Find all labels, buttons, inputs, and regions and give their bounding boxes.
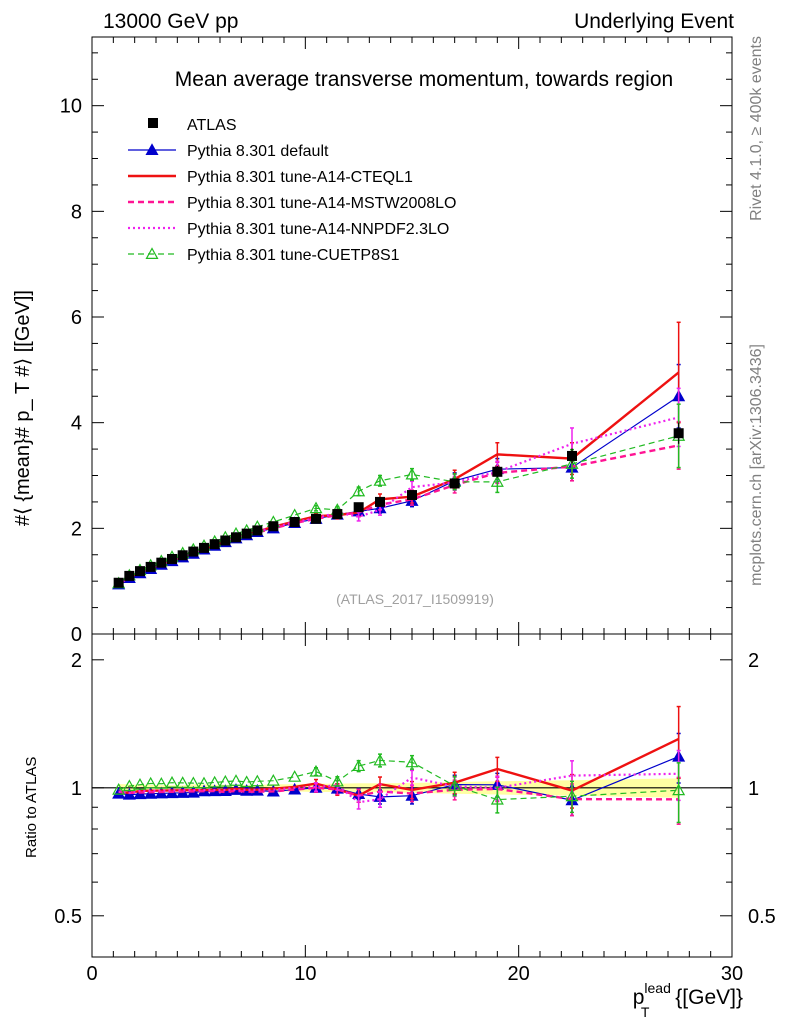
series-5-marker-main (309, 501, 323, 514)
data-point (145, 561, 156, 572)
y-tick-label-ratio-right: 0.5 (748, 906, 776, 928)
x-axis-label: plead T {[GeV]} (633, 980, 743, 1020)
series-5-marker-ratio (208, 775, 222, 788)
data-point (231, 532, 241, 543)
data-point (311, 513, 321, 524)
data-point (407, 490, 417, 501)
series-5-marker-ratio (288, 770, 302, 782)
analysis-id: (ATLAS_2017_I1509919) (336, 591, 494, 607)
y-tick-label-ratio-right: 1 (748, 778, 759, 800)
legend-5-label: Pythia 8.301 tune-CUETP8S1 (187, 247, 400, 264)
legend-1-marker (145, 143, 159, 155)
series-5-marker-ratio (490, 792, 504, 805)
series-5-marker-ratio (448, 779, 462, 791)
legend-3-label: Pythia 8.301 tune-A14-MSTW2008LO (187, 195, 456, 212)
legend-0-label: ATLAS (187, 117, 237, 134)
legend-2-label: Pythia 8.301 tune-A14-CTEQL1 (187, 169, 413, 186)
legend-1-label: Pythia 8.301 default (187, 143, 329, 160)
series-5-marker-ratio (218, 774, 232, 787)
data-point (156, 557, 167, 568)
series-5-marker-ratio (133, 777, 147, 790)
y-tick-label-main: 2 (71, 518, 82, 540)
series-5-line-main (118, 435, 679, 584)
side-label-bottom: mcplots.cern.ch [arXiv:1306.3436] (748, 344, 765, 586)
series-5-marker-ratio (165, 775, 179, 788)
y-tick-label-main: 4 (71, 413, 82, 435)
data-point (188, 546, 199, 557)
data-point (199, 542, 209, 553)
y-tick-label-main: 10 (60, 96, 82, 118)
data-point (449, 478, 460, 489)
y-tick-label-main: 0 (71, 624, 82, 646)
side-label-top: Rivet 4.1.0, ≥ 400k events (748, 36, 765, 221)
series-5-marker-ratio (672, 783, 686, 796)
y-tick-label-main: 8 (71, 201, 82, 223)
data-point (177, 550, 188, 561)
data-point (220, 535, 231, 546)
data-point (332, 509, 343, 520)
legend-0-marker (148, 118, 158, 128)
series-5-marker-ratio (229, 774, 243, 786)
y-tick-label-ratio: 2 (71, 650, 82, 672)
data-point (113, 577, 124, 588)
series-5-marker-ratio (330, 774, 344, 787)
series-5-marker-ratio (309, 764, 323, 777)
chart-title: Mean average transverse momentum, toward… (175, 68, 673, 91)
y-axis-label-ratio: Ratio to ATLAS (23, 757, 40, 858)
series-5-marker-ratio (144, 776, 158, 789)
series-5-marker-ratio (352, 759, 366, 772)
x-axis-label-sub: T (641, 1004, 650, 1020)
series-5-marker-ratio (565, 789, 579, 802)
y-tick-label-ratio: 1 (71, 778, 82, 800)
series-5-marker-main (565, 457, 579, 469)
x-tick-label: 30 (721, 963, 743, 985)
x-tick-label: 20 (508, 963, 530, 985)
x-axis-label-unit: {[GeV]} (669, 986, 743, 1009)
series-5-marker-ratio (405, 755, 419, 768)
y-axis-label-main: #⟨ {mean}# p_ T #⟩ [[GeV]] (12, 290, 34, 526)
header-left: 13000 GeV pp (103, 10, 238, 33)
series-5-marker-ratio (240, 775, 254, 788)
series-5-marker-ratio (250, 774, 264, 787)
data-point (289, 516, 300, 527)
series-5-marker-ratio (176, 776, 190, 788)
y-tick-label-ratio: 0.5 (54, 906, 82, 928)
x-axis-label-sup: lead (644, 980, 670, 996)
x-tick-label: 0 (86, 963, 97, 985)
y-tick-label-ratio-right: 2 (748, 650, 759, 672)
series-5-marker-ratio (122, 779, 136, 792)
data-point (209, 539, 220, 550)
data-point (268, 521, 279, 532)
data-point (167, 553, 177, 564)
data-point (353, 502, 364, 513)
series-5-marker-ratio (197, 776, 211, 789)
series-5-marker-ratio (266, 773, 280, 786)
data-point (124, 570, 135, 581)
data-point (241, 528, 252, 539)
x-axis-label-base: p (633, 986, 645, 1009)
x-tick-label: 10 (294, 963, 316, 985)
data-point (567, 450, 577, 461)
series-1-line-main (118, 395, 680, 585)
series-5-marker-main (405, 467, 419, 480)
series-5-marker-ratio (154, 777, 168, 789)
data-point (673, 428, 684, 439)
series-5-marker-main (373, 474, 387, 486)
legend-4-label: Pythia 8.301 tune-A14-NNPDF2.3LO (187, 221, 449, 238)
series-5-marker-main (490, 475, 504, 487)
series-5-marker-ratio (112, 782, 126, 795)
series-3-line-main (118, 444, 679, 585)
series-5-marker-ratio (373, 753, 387, 766)
data-point (135, 566, 145, 577)
data-point (492, 466, 503, 477)
series-5-marker-main (352, 484, 366, 497)
legend-5-marker (145, 247, 159, 259)
data-point (375, 496, 385, 507)
data-point (252, 525, 263, 536)
header-right: Underlying Event (574, 10, 734, 33)
y-tick-label-main: 6 (71, 307, 82, 329)
series-5-marker-ratio (186, 776, 200, 789)
